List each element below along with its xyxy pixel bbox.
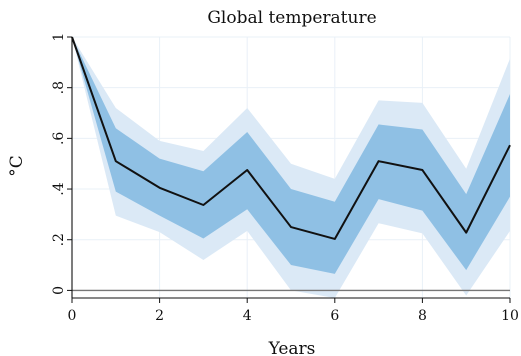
x-tick-label: 4 bbox=[243, 308, 252, 324]
inner-confidence-band bbox=[72, 37, 510, 274]
chart-title: Global temperature bbox=[207, 8, 376, 28]
x-tick-label: 10 bbox=[501, 308, 519, 324]
y-tick-label: .4 bbox=[51, 182, 67, 195]
x-tick-label: 8 bbox=[418, 308, 427, 324]
y-tick-label: .2 bbox=[51, 233, 67, 246]
y-tick-label: 1 bbox=[51, 33, 67, 42]
axes bbox=[71, 37, 510, 299]
x-tick-label: 2 bbox=[155, 308, 164, 324]
y-tick-label: .6 bbox=[51, 132, 67, 145]
y-tick-label: 0 bbox=[51, 286, 67, 295]
x-axis-label: Years bbox=[268, 339, 316, 356]
confidence-bands bbox=[72, 37, 510, 298]
data-series bbox=[71, 36, 511, 240]
series-line-0 bbox=[71, 36, 511, 240]
x-tick-label: 6 bbox=[330, 308, 339, 324]
y-tick-label: .8 bbox=[51, 81, 67, 94]
y-axis-ticks: 0 .2 .4 .6 .8 1 bbox=[51, 33, 72, 295]
y-axis-label: °C bbox=[7, 155, 27, 177]
outer-confidence-band bbox=[72, 37, 510, 298]
x-tick-label: 0 bbox=[68, 308, 77, 324]
x-axis-ticks: 0 2 4 6 8 10 bbox=[68, 298, 519, 324]
